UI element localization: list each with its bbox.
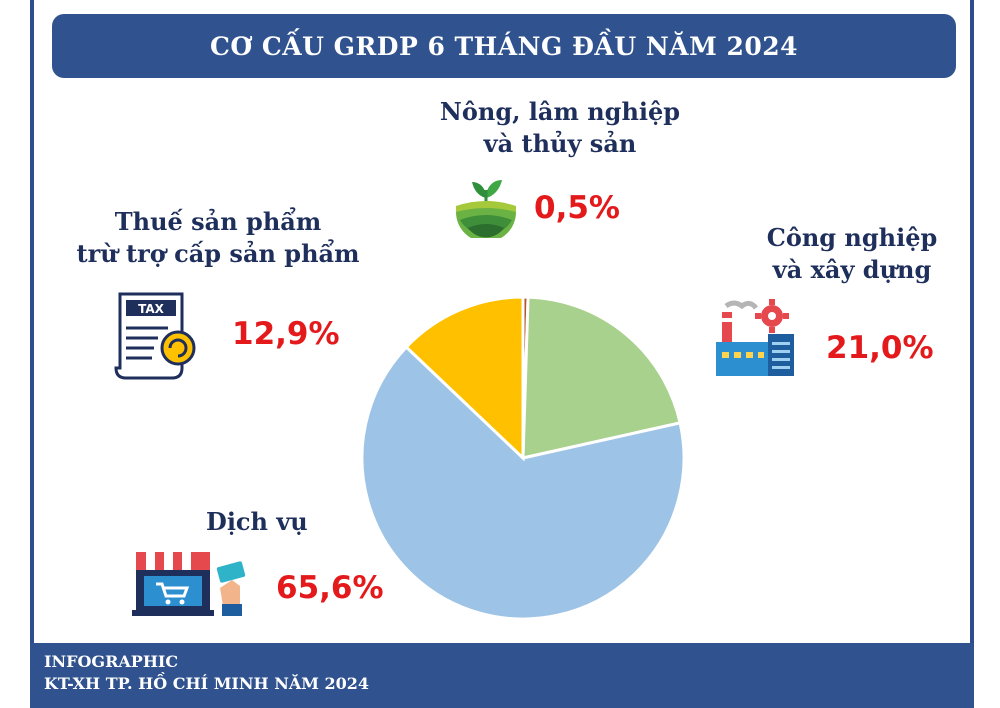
value-agriculture: 0,5% <box>534 190 620 226</box>
label-agriculture: Nông, lâm nghiệp và thủy sản <box>420 96 700 160</box>
label-industry-line2: và xây dựng <box>772 255 932 284</box>
label-industry: Công nghiệp và xây dựng <box>752 222 952 286</box>
farm-field-icon <box>456 180 516 238</box>
value-services: 65,6% <box>276 570 384 606</box>
factory-gear-icon <box>716 299 794 376</box>
label-agriculture-line1: Nông, lâm nghiệp <box>439 97 681 126</box>
footer-banner: INFOGRAPHIC KT-XH TP. HỒ CHÍ MINH NĂM 20… <box>30 643 974 708</box>
pie-slice-1 <box>521 295 682 460</box>
tax-icon-text: TAX <box>138 302 165 316</box>
shop-cart-icon <box>132 552 246 616</box>
label-tax-line2: trừ trợ cấp sản phẩm <box>76 239 360 268</box>
title-banner: CƠ CẤU GRDP 6 THÁNG ĐẦU NĂM 2024 <box>52 14 956 78</box>
pie-slice-3 <box>404 295 525 462</box>
label-industry-line1: Công nghiệp <box>766 223 938 252</box>
value-industry: 21,0% <box>826 330 934 366</box>
label-services: Dịch vụ <box>206 506 326 538</box>
tax-document-icon: TAX <box>114 292 196 380</box>
pie-slice-2 <box>360 344 686 621</box>
label-tax: Thuế sản phẩm trừ trợ cấp sản phẩm <box>62 206 374 270</box>
footer-line-2: KT-XH TP. HỒ CHÍ MINH NĂM 2024 <box>44 674 370 693</box>
page-title: CƠ CẤU GRDP 6 THÁNG ĐẦU NĂM 2024 <box>209 31 799 61</box>
footer-line-1: INFOGRAPHIC <box>44 652 179 671</box>
value-tax: 12,9% <box>232 316 340 352</box>
label-tax-line1: Thuế sản phẩm <box>114 207 322 236</box>
label-agriculture-line2: và thủy sản <box>483 129 637 158</box>
label-services-line1: Dịch vụ <box>206 507 308 536</box>
